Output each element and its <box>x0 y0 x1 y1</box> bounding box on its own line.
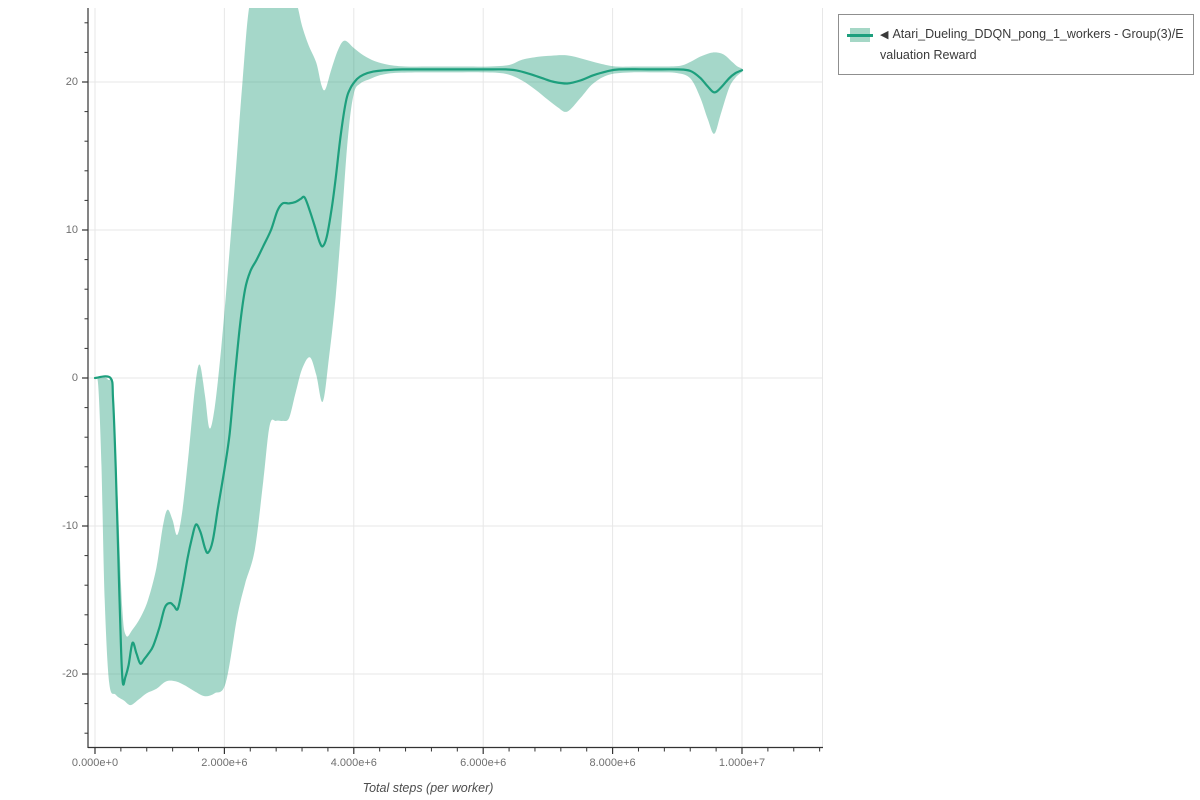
y-tick-label: -10 <box>62 520 78 532</box>
legend-collapse-icon[interactable]: ◀ <box>880 29 889 41</box>
x-axis-title: Total steps (per worker) <box>362 781 494 795</box>
x-tick-label: 1.000e+7 <box>718 757 766 769</box>
x-tick-label: 8.000e+6 <box>589 757 636 769</box>
x-tick-label: 6.000e+6 <box>460 757 507 769</box>
y-tick-label: 10 <box>65 224 78 236</box>
legend-band-swatch-icon <box>847 27 873 43</box>
x-tick-label: 4.000e+6 <box>330 757 377 769</box>
legend[interactable]: ◀ Atari_Dueling_DDQN_pong_1_workers - Gro… <box>838 14 1194 75</box>
x-tick-label: 0.000e+0 <box>71 757 119 769</box>
reward-line <box>93 68 744 686</box>
y-tick-label: 0 <box>71 372 78 384</box>
x-tick-label: 2.000e+6 <box>201 757 248 769</box>
confidence-band <box>95 8 743 706</box>
y-tick-label: -20 <box>62 668 78 680</box>
legend-label[interactable]: ◀ Atari_Dueling_DDQN_pong_1_workers - Gro… <box>880 24 1187 65</box>
y-tick-label: 20 <box>65 76 78 88</box>
legend-series-name[interactable]: Atari_Dueling_DDQN_pong_1_workers - Grou… <box>880 27 1184 62</box>
